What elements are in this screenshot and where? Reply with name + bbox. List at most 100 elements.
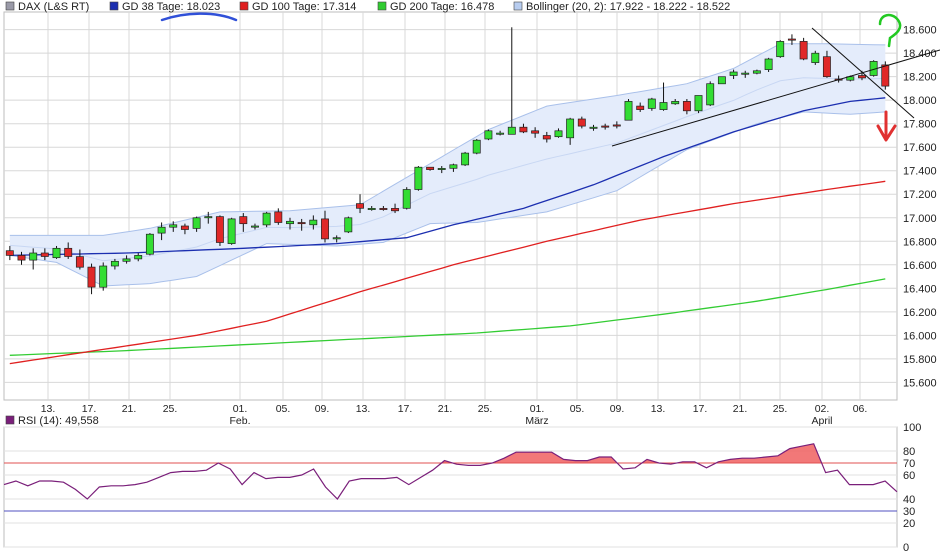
rsi-level-label: 70 <box>903 458 915 470</box>
legend-swatch <box>5 1 15 11</box>
candle-up <box>624 101 633 121</box>
candle-up <box>461 152 470 166</box>
legend-label: Bollinger (20, 2): 17.922 - 18.222 - 18.… <box>526 1 730 13</box>
candle-up <box>811 52 820 63</box>
candle-down <box>426 166 435 170</box>
candle-up <box>99 265 108 288</box>
candle-up <box>134 255 143 260</box>
candle-down <box>321 218 329 240</box>
candle-up <box>251 225 259 228</box>
candle-up <box>262 212 271 226</box>
trendline-support <box>611 49 940 147</box>
candle-up <box>29 252 38 261</box>
legend-label: DAX (L&S RT) <box>18 1 89 13</box>
candle-up <box>496 132 505 135</box>
candle-up <box>776 41 785 58</box>
x-tick-label: 21. <box>733 403 748 415</box>
candle-up <box>647 98 656 109</box>
candle-down <box>531 130 540 134</box>
candle-down <box>858 75 866 79</box>
x-tick-label: 17. <box>82 403 97 415</box>
candle-up <box>659 102 668 110</box>
candle-up <box>227 218 236 244</box>
candle-down <box>612 124 621 127</box>
legend-swatch <box>377 1 387 11</box>
candle-up <box>717 76 726 85</box>
price-y-tick-label: 17.400 <box>903 166 937 178</box>
x-tick-label: 09. <box>315 403 330 415</box>
rsi-legend-label: RSI (14): 49,558 <box>18 415 99 427</box>
x-tick-label: 25. <box>478 403 493 415</box>
x-tick-label: 02. <box>815 403 830 415</box>
candle-down <box>75 256 84 268</box>
price-y-tick-label: 18.000 <box>903 95 937 107</box>
annotation-down-arrow <box>876 110 897 142</box>
candle-down <box>239 216 248 225</box>
price-y-tick-label: 18.200 <box>903 72 937 84</box>
legend-swatch <box>109 1 119 11</box>
rsi-overbought-fill <box>441 443 822 463</box>
legend-swatch <box>239 1 249 11</box>
candle-up <box>204 216 213 219</box>
trendline-resistance <box>811 27 915 119</box>
legend-label: GD 200 Tage: 16.478 <box>390 1 494 13</box>
rsi-level-label: 30 <box>903 506 915 518</box>
price-y-tick-label: 15.800 <box>903 354 937 366</box>
candle-up <box>566 118 575 139</box>
candle-down <box>64 247 73 257</box>
candle-up <box>145 233 154 255</box>
price-y-tick-label: 16.200 <box>903 307 937 319</box>
candle-up <box>554 130 563 138</box>
annotation-question-mark <box>878 13 902 48</box>
x-tick-label: 25. <box>163 403 178 415</box>
rsi-panel <box>3 426 898 548</box>
candle-up <box>507 126 516 135</box>
candle-up <box>122 258 131 262</box>
bollinger-middle-line <box>9 77 886 262</box>
x-tick-label: 05. <box>570 403 585 415</box>
price-y-tick-label: 16.800 <box>903 236 937 248</box>
candle-down <box>5 250 14 256</box>
rsi-y-tick-label: 40 <box>903 494 915 506</box>
price-y-tick-label: 18.400 <box>903 48 937 60</box>
candle-up <box>671 101 680 105</box>
price-y-tick-label: 17.800 <box>903 119 937 131</box>
candle-down <box>822 56 831 78</box>
x-tick-label: 17. <box>398 403 413 415</box>
legend-swatch <box>513 1 523 11</box>
x-tick-label: 21. <box>438 403 453 415</box>
x-tick-label: 21. <box>122 403 137 415</box>
x-tick-label: 13. <box>41 403 56 415</box>
price-y-tick-label: 18.600 <box>903 25 937 37</box>
candle-down <box>542 135 551 140</box>
candle-up <box>706 83 715 106</box>
candle-down <box>601 125 610 128</box>
price-y-tick-label: 17.200 <box>903 189 937 201</box>
candle-up <box>741 72 750 75</box>
price-y-tick-label: 17.000 <box>903 213 937 225</box>
candle-down <box>17 255 26 261</box>
rsi-y-tick-label: 20 <box>903 518 915 530</box>
legend-label: GD 100 Tage: 17.314 <box>252 1 356 13</box>
x-tick-label: 05. <box>276 403 291 415</box>
candle-down <box>577 118 586 127</box>
candle-down <box>40 252 49 257</box>
month-label: März <box>525 415 548 427</box>
candle-down <box>799 41 808 60</box>
candle-down <box>356 203 364 209</box>
price-y-tick-label: 16.400 <box>903 283 937 295</box>
gd100-line <box>9 180 886 365</box>
price-y-tick-label: 16.000 <box>903 330 937 342</box>
candle-up <box>367 208 376 210</box>
candle-up <box>169 224 178 228</box>
price-y-tick-label: 17.600 <box>903 142 937 154</box>
x-tick-label: 17. <box>693 403 708 415</box>
candle-up <box>752 70 761 74</box>
rsi-y-tick-label: 80 <box>903 446 915 458</box>
candle-up <box>414 166 423 190</box>
candle-up <box>437 168 446 170</box>
candle-up <box>52 247 61 259</box>
candle-down <box>274 211 283 223</box>
candle-down <box>787 38 796 41</box>
